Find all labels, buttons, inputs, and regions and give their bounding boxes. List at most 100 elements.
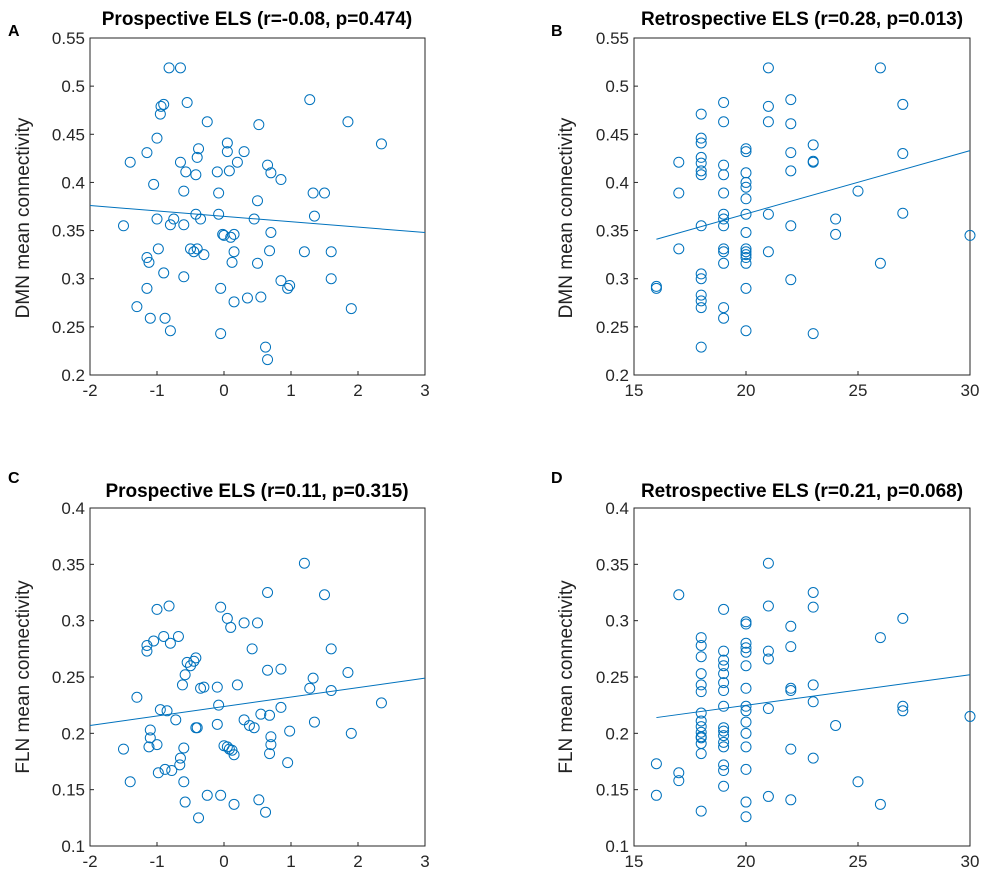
panel-a-point-78 bbox=[342, 116, 354, 128]
panel-a-ticks: -2 -1 0 1 2 3 0.2 0.25 0.3 0.35 0.4 0.45 0.5 0.55 bbox=[52, 29, 430, 400]
panel-a-point-65 bbox=[265, 226, 277, 238]
panel-c-point-78 bbox=[342, 666, 354, 678]
panel-d-point-8 bbox=[695, 668, 707, 680]
panel-letter-a: A bbox=[8, 23, 20, 40]
panel-a-ytick-label-0: 0.2 bbox=[61, 366, 85, 385]
panel-d-ylabel: FLN mean connectivity bbox=[556, 580, 577, 774]
panel-c-point-71 bbox=[298, 557, 310, 569]
panel-a-point-6 bbox=[143, 256, 155, 268]
panel-c-point-0 bbox=[118, 743, 129, 755]
panel-b-point-16 bbox=[695, 295, 707, 307]
panel-a-point-75 bbox=[319, 187, 330, 199]
panel-c-point-28 bbox=[181, 656, 193, 668]
panel-c-point-68 bbox=[275, 701, 287, 713]
panel-d-point-39 bbox=[740, 642, 752, 654]
panel-b-point-15 bbox=[695, 289, 707, 301]
panel-b-ytick-label-7: 0.55 bbox=[596, 29, 629, 48]
panel-c-point-41 bbox=[215, 789, 227, 801]
panel-c-point-64 bbox=[264, 748, 276, 760]
panel-c-points bbox=[89, 557, 426, 824]
panel-a-point-76 bbox=[325, 246, 337, 258]
panel-b-point-48 bbox=[762, 100, 774, 112]
panel-c-point-76 bbox=[325, 643, 337, 655]
panel-c-point-67 bbox=[275, 663, 287, 675]
panel-d-point-29 bbox=[718, 725, 730, 737]
panel-b-xtick-label-0: 15 bbox=[625, 381, 644, 400]
panel-c-point-21 bbox=[174, 759, 186, 771]
panel-letter-c: C bbox=[8, 470, 20, 487]
panel-d-point-47 bbox=[740, 741, 752, 753]
panel-a-ytick-label-6: 0.5 bbox=[61, 77, 85, 96]
panel-c-point-8 bbox=[148, 635, 160, 647]
panel-a-point-13 bbox=[155, 100, 167, 112]
panel-d-point-20 bbox=[718, 603, 730, 615]
panel-a-point-70 bbox=[284, 279, 296, 291]
panel-d-point-11 bbox=[695, 707, 707, 719]
panel-b-point-45 bbox=[740, 282, 752, 294]
panel-b-xtick-label-2: 25 bbox=[849, 381, 868, 400]
panel-c-point-73 bbox=[307, 672, 319, 684]
panel-c-point-47 bbox=[225, 621, 237, 633]
panel-b-point-7 bbox=[695, 137, 707, 149]
panel-a-point-26 bbox=[180, 166, 192, 178]
panel-c-xtick-label-1: -1 bbox=[149, 852, 164, 871]
panel-d-point-32 bbox=[718, 741, 730, 753]
panel-b-point-18 bbox=[695, 341, 707, 353]
panel-b-xtick-label-1: 20 bbox=[737, 381, 756, 400]
panel-c-point-36 bbox=[198, 681, 210, 693]
panel-b-ytick-label-6: 0.5 bbox=[605, 77, 629, 96]
panel-a-point-68 bbox=[275, 275, 287, 287]
panel-b-point-68 bbox=[897, 148, 909, 160]
panel-d-xtick-label-3: 30 bbox=[961, 852, 980, 871]
panel-d-point-7 bbox=[695, 651, 707, 663]
panel-a-point-20 bbox=[168, 213, 180, 225]
panel-d-point-0 bbox=[650, 758, 662, 770]
panel-d-point-31 bbox=[718, 736, 730, 748]
panel-b-point-19 bbox=[718, 97, 730, 109]
panel-d-point-5 bbox=[695, 632, 707, 644]
panel-a-point-9 bbox=[151, 132, 163, 144]
panel-d-xtick-label-2: 25 bbox=[849, 852, 868, 871]
panel-c-point-61 bbox=[262, 664, 274, 676]
panel-a-point-15 bbox=[158, 267, 170, 279]
panel-d-point-69 bbox=[852, 776, 864, 788]
panel-a-point-55 bbox=[241, 292, 253, 304]
panel-d-point-1 bbox=[650, 789, 662, 801]
panel-a-ylabel: DMN mean connectivity bbox=[13, 117, 34, 318]
panel-a-point-57 bbox=[252, 195, 263, 207]
panel-d-point-10 bbox=[695, 686, 707, 698]
panel-b-point-58 bbox=[807, 139, 819, 151]
panel-c-point-55 bbox=[246, 643, 258, 655]
panel-a-point-23 bbox=[178, 185, 190, 197]
panel-a-point-72 bbox=[304, 94, 316, 106]
panel-c-point-79 bbox=[345, 727, 357, 739]
panel-a-point-69 bbox=[282, 282, 294, 294]
panel-d-point-34 bbox=[718, 765, 730, 777]
panel-c-point-49 bbox=[228, 749, 240, 761]
panel-c-point-11 bbox=[152, 767, 164, 779]
panel-b-point-51 bbox=[762, 246, 774, 258]
panel-a-point-60 bbox=[255, 291, 267, 303]
panel-d-point-49 bbox=[740, 796, 752, 808]
panel-b-point-12 bbox=[695, 220, 707, 232]
panel-b-point-64 bbox=[852, 185, 864, 197]
panel-d-point-33 bbox=[718, 759, 730, 771]
panel-c-point-15 bbox=[161, 705, 173, 717]
panel-a-point-61 bbox=[260, 341, 272, 353]
panel-c-point-37 bbox=[201, 789, 213, 801]
panel-b-point-9 bbox=[695, 157, 707, 169]
panel-b-point-11 bbox=[695, 169, 707, 181]
panel-a-point-54 bbox=[238, 146, 250, 158]
panel-c-point-63 bbox=[264, 709, 276, 721]
panel-c-ytick-label-6: 0.4 bbox=[61, 499, 85, 518]
panel-a-point-49 bbox=[226, 256, 238, 268]
panel-d-point-38 bbox=[740, 637, 752, 649]
panel-d-point-60 bbox=[785, 685, 797, 697]
panel-b-point-62 bbox=[830, 213, 842, 225]
panel-d-point-61 bbox=[785, 743, 797, 755]
panel-letter-d: D bbox=[551, 470, 563, 487]
panel-b-axes bbox=[633, 37, 971, 376]
panel-c-point-23 bbox=[176, 679, 188, 691]
